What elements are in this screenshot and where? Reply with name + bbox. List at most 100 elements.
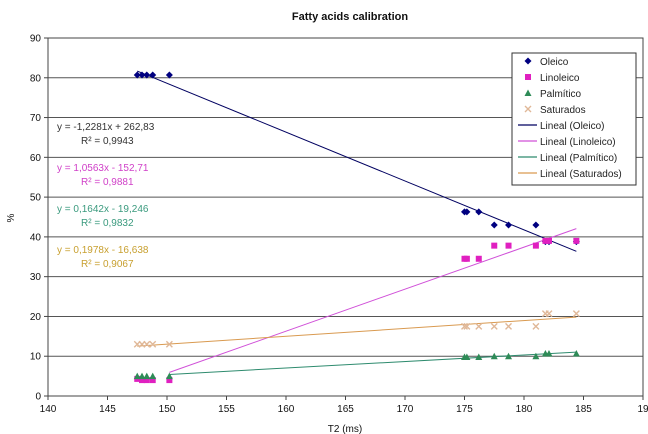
y-tick-label: 30 xyxy=(30,272,42,283)
data-point xyxy=(165,340,173,348)
data-point xyxy=(463,322,471,330)
legend-label: Linoleico xyxy=(540,73,580,84)
data-point xyxy=(463,255,470,262)
trendline-equation: y = 0,1978x - 16,638 xyxy=(57,245,149,256)
trendline-r2: R² = 0,9943 xyxy=(81,136,134,147)
y-tick-label: 20 xyxy=(30,312,42,323)
x-tick-label: 170 xyxy=(397,404,414,415)
data-point xyxy=(490,221,498,229)
trendline-equation: y = 0,1642x - 19,246 xyxy=(57,204,149,215)
legend-label: Lineal (Saturados) xyxy=(540,169,622,180)
data-point xyxy=(138,372,146,380)
trendline-r2: R² = 0,9067 xyxy=(81,259,134,270)
data-point xyxy=(490,322,498,330)
data-point xyxy=(143,377,150,384)
trendline-r2: R² = 0,9881 xyxy=(81,177,134,188)
data-point xyxy=(505,352,513,360)
trendline-equation: y = 1,0563x - 152,71 xyxy=(57,163,149,174)
x-tick-label: 145 xyxy=(99,404,116,415)
legend-marker xyxy=(524,105,532,113)
x-tick-label: 165 xyxy=(337,404,354,415)
trendline-equations: y = -1,2281x + 262,83 R² = 0,9943 y = 1,05… xyxy=(57,122,155,270)
legend-marker xyxy=(524,89,532,96)
data-point xyxy=(542,237,549,244)
data-point xyxy=(572,310,580,318)
data-point xyxy=(461,322,468,330)
data-point xyxy=(165,372,173,380)
y-tick-label: 10 xyxy=(30,352,42,363)
x-tick-label: 19 xyxy=(637,404,648,415)
data-point xyxy=(490,352,498,360)
y-axis-ticks: 0 10 20 30 40 50 60 70 80 90 xyxy=(30,34,48,403)
data-point xyxy=(138,71,146,79)
x-tick-label: 150 xyxy=(159,404,176,415)
data-point xyxy=(149,340,157,348)
legend-marker xyxy=(525,74,531,80)
x-axis-ticks: 140 145 150 155 160 165 170 175 180 185 19 xyxy=(40,396,648,415)
data-point xyxy=(545,237,552,244)
legend-label: Oleico xyxy=(540,57,569,68)
legend-label: Saturados xyxy=(540,105,586,116)
data-point xyxy=(475,255,482,262)
data-point xyxy=(166,377,173,384)
legend-label: Palmítico xyxy=(540,89,582,100)
x-tick-label: 175 xyxy=(456,404,473,415)
trendline xyxy=(169,228,577,373)
data-point xyxy=(545,310,553,318)
x-tick-label: 155 xyxy=(218,404,235,415)
legend-label: Lineal (Palmítico) xyxy=(540,153,617,164)
data-point xyxy=(143,372,151,380)
data-point xyxy=(143,340,151,348)
y-tick-label: 80 xyxy=(30,73,42,84)
y-tick-label: 90 xyxy=(30,34,42,45)
y-tick-label: 60 xyxy=(30,153,42,164)
legend-label: Lineal (Linoleico) xyxy=(540,137,616,148)
data-point xyxy=(475,353,483,361)
data-point xyxy=(165,71,173,79)
trendline-r2: R² = 0,9832 xyxy=(81,218,134,229)
trendline-equation: y = -1,2281x + 262,83 xyxy=(57,122,155,133)
data-point xyxy=(139,377,146,384)
trendline xyxy=(169,351,577,375)
data-point xyxy=(475,322,483,330)
y-axis-title: % xyxy=(6,213,17,222)
data-point xyxy=(532,221,540,229)
data-point xyxy=(572,349,580,357)
x-tick-label: 180 xyxy=(516,404,533,415)
y-tick-label: 50 xyxy=(30,193,42,204)
data-point xyxy=(133,71,141,79)
data-points xyxy=(133,71,580,384)
data-point xyxy=(505,322,513,330)
x-tick-label: 160 xyxy=(278,404,295,415)
y-tick-label: 0 xyxy=(35,392,41,403)
data-point xyxy=(475,208,483,216)
data-point xyxy=(532,242,539,249)
trendline xyxy=(137,316,577,347)
data-point xyxy=(149,71,157,79)
data-point xyxy=(149,377,156,384)
data-point xyxy=(532,322,540,330)
legend-marker xyxy=(524,57,532,65)
legend: Oleico Linoleico Palmítico Saturados Lineal … xyxy=(511,52,637,186)
data-point xyxy=(463,208,471,216)
data-point xyxy=(573,237,580,244)
data-point xyxy=(532,352,540,360)
trendline xyxy=(137,70,577,252)
legend-label: Lineal (Oleico) xyxy=(540,121,604,132)
legend-box xyxy=(511,52,637,186)
x-tick-label: 185 xyxy=(575,404,592,415)
y-tick-label: 40 xyxy=(30,232,42,243)
y-tick-label: 70 xyxy=(30,113,42,124)
data-point xyxy=(545,349,553,357)
data-point xyxy=(149,372,157,380)
data-point xyxy=(133,372,141,380)
data-point xyxy=(505,221,513,229)
x-tick-label: 140 xyxy=(40,404,57,415)
trendlines xyxy=(137,70,577,375)
data-point xyxy=(463,353,471,361)
data-point xyxy=(491,242,498,249)
chart-title: Fatty acids calibration xyxy=(292,11,408,23)
data-point xyxy=(143,71,151,79)
x-axis-title: T2 (ms) xyxy=(328,424,362,434)
